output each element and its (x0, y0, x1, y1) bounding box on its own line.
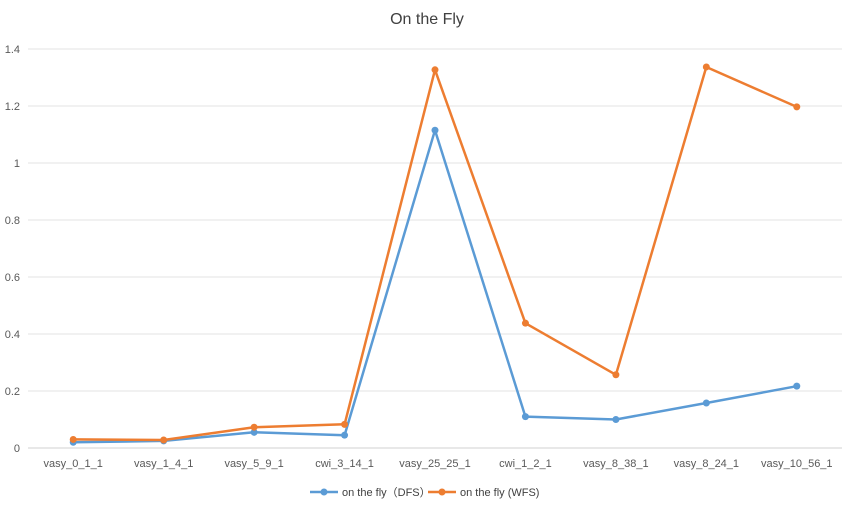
series-line (73, 65, 798, 442)
data-point (793, 103, 801, 111)
x-tick-label: vasy_10_56_1 (761, 458, 833, 470)
legend-item: on the fly (WFS) (428, 487, 539, 499)
data-point (250, 428, 258, 436)
x-tick-label: vasy_25_25_1 (399, 458, 471, 470)
series-group (69, 63, 801, 444)
chart-title: On the Fly (390, 11, 464, 28)
data-point (341, 420, 349, 428)
x-tick-label: cwi_3_14_1 (315, 458, 374, 470)
y-tick-label: 0.8 (5, 215, 20, 227)
legend-label: on the fly (WFS) (460, 487, 539, 499)
y-tick-label: 1 (14, 158, 20, 170)
data-point (702, 63, 710, 71)
data-point (521, 413, 529, 421)
x-tick-label: cwi_1_2_1 (499, 458, 552, 470)
data-point (341, 431, 349, 439)
data-point (793, 382, 801, 390)
series-lines (69, 63, 801, 446)
legend-label: on the fly（DFS） (342, 486, 431, 499)
y-tick-label: 0 (14, 443, 20, 455)
y-tick-label: 0.6 (5, 272, 20, 284)
y-tick-label: 0.2 (5, 386, 20, 398)
gridlines (28, 48, 842, 449)
x-axis-tick-labels: vasy_0_1_1 vasy_1_4_1 vasy_5_9_1 cwi_3_14_1… (44, 458, 833, 470)
data-point (69, 435, 77, 443)
data-point (431, 126, 439, 134)
x-tick-label: vasy_8_24_1 (674, 458, 739, 470)
y-tick-label: 0.4 (5, 329, 20, 341)
series-line (73, 128, 798, 444)
legend-item: on the fly（DFS） (310, 486, 431, 499)
x-tick-label: vasy_5_9_1 (224, 458, 283, 470)
y-tick-label: 1.2 (5, 101, 20, 113)
legend: on the fly（DFS） on the fly (WFS) (310, 486, 539, 499)
series-group (69, 126, 801, 446)
x-tick-label: vasy_0_1_1 (44, 458, 103, 470)
data-point (612, 371, 620, 379)
x-tick-label: vasy_8_38_1 (583, 458, 648, 470)
data-point (521, 319, 529, 327)
legend-marker (438, 488, 446, 496)
data-point (612, 416, 620, 423)
data-point (431, 66, 439, 74)
data-point (702, 399, 710, 407)
legend-marker (320, 488, 328, 496)
x-tick-label: vasy_1_4_1 (134, 458, 193, 470)
y-tick-label: 1.4 (5, 44, 20, 56)
data-point (250, 423, 258, 431)
data-point (160, 436, 168, 444)
y-axis-tick-labels: 0 0.2 0.4 0.6 0.8 1 1.2 1.4 (5, 44, 20, 455)
